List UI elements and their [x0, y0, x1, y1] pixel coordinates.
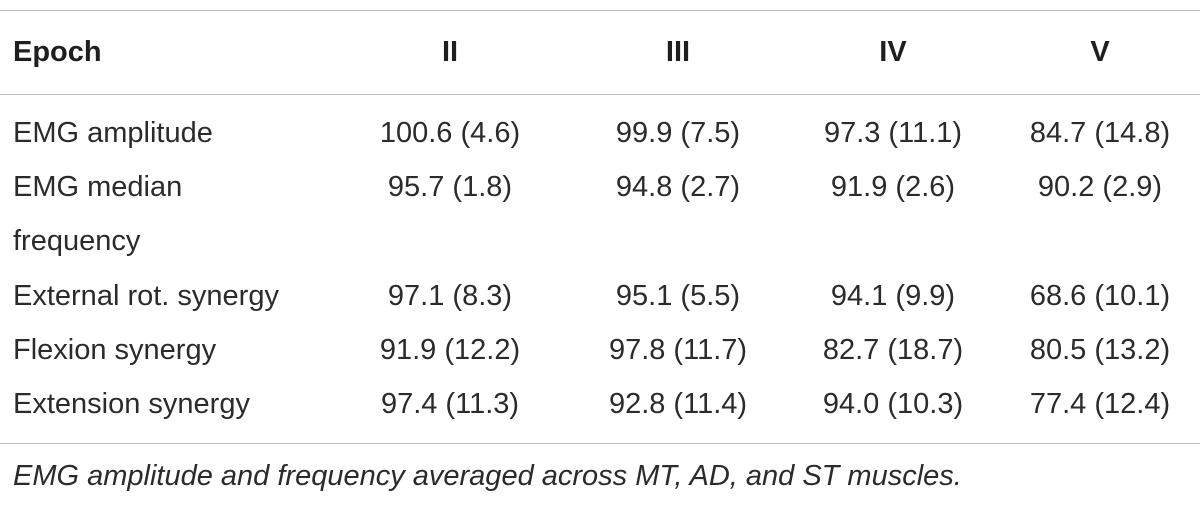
table-cell: 94.1 (9.9) — [830, 280, 956, 312]
table-cell: 97.3 (11.1) — [823, 117, 963, 149]
row-label: Flexion synergy — [13, 334, 217, 366]
row-label: External rot. synergy — [13, 280, 279, 312]
table-cell: 91.9 (12.2) — [379, 334, 521, 366]
table-cell: 82.7 (18.7) — [822, 334, 964, 366]
table-cell: 92.8 (11.4) — [608, 388, 748, 420]
table-cell: 97.4 (11.3) — [380, 388, 520, 420]
table-header-rule — [0, 94, 1200, 95]
table-cell: 95.1 (5.5) — [615, 280, 741, 312]
table-cell: 68.6 (10.1) — [1029, 280, 1171, 312]
row-label: Extension synergy — [13, 388, 250, 420]
table-cell: 95.7 (1.8) — [387, 171, 513, 203]
header-epoch: Epoch — [13, 36, 102, 68]
table-cell: 100.6 (4.6) — [379, 117, 521, 149]
table-footnote: EMG amplitude and frequency averaged acr… — [13, 460, 962, 492]
table-top-rule — [0, 10, 1200, 11]
table-cell: 80.5 (13.2) — [1029, 334, 1171, 366]
table-cell: 77.4 (12.4) — [1029, 388, 1171, 420]
row-label: EMG amplitude — [13, 117, 213, 149]
header-epoch-v: V — [1090, 36, 1110, 68]
row-label: EMG median — [13, 171, 183, 203]
table-cell: 99.9 (7.5) — [615, 117, 741, 149]
table-cell: 97.1 (8.3) — [387, 280, 513, 312]
row-label-continued: frequency — [13, 225, 141, 257]
table-cell: 94.0 (10.3) — [822, 388, 964, 420]
table-cell: 91.9 (2.6) — [830, 171, 956, 203]
header-epoch-iv: IV — [879, 36, 907, 68]
table-cell: 90.2 (2.9) — [1037, 171, 1163, 203]
table-cell: 84.7 (14.8) — [1029, 117, 1171, 149]
header-epoch-ii: II — [441, 36, 459, 68]
table-cell: 94.8 (2.7) — [615, 171, 741, 203]
table-cell: 97.8 (11.7) — [608, 334, 748, 366]
table-bottom-rule — [0, 443, 1200, 444]
header-epoch-iii: III — [665, 36, 691, 68]
